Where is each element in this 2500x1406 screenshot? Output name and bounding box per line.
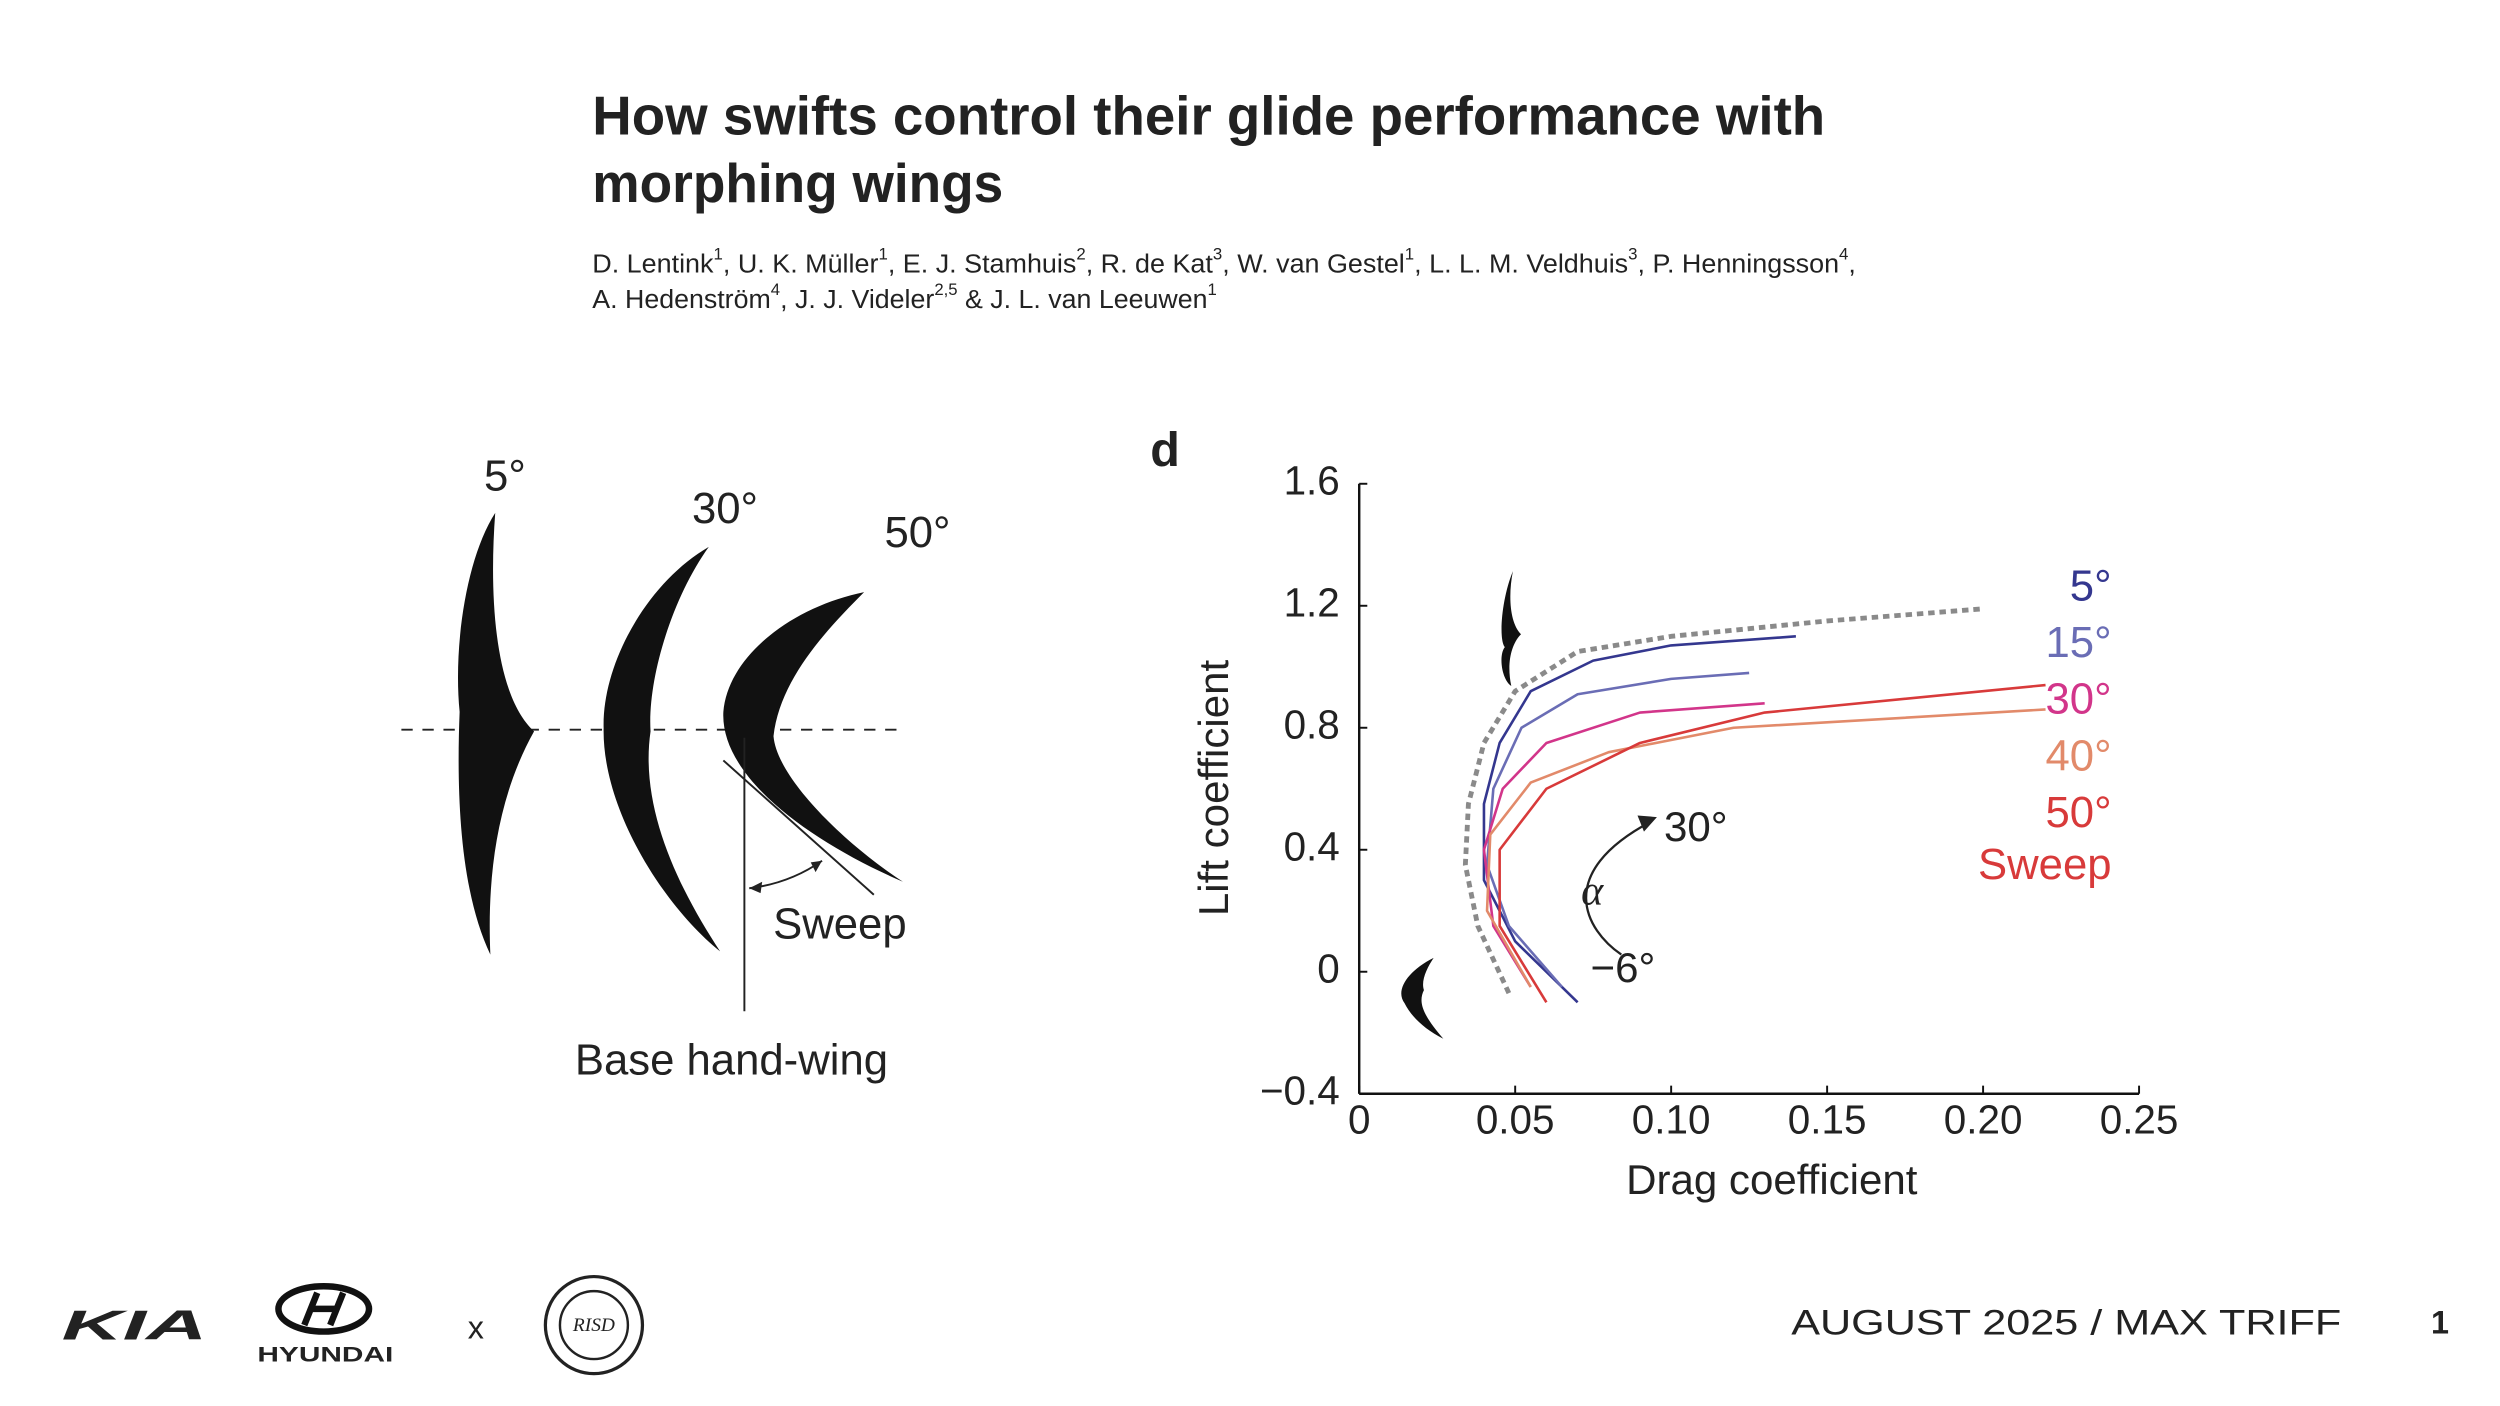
title: How swifts control their glide performan…	[592, 84, 1825, 146]
affiliation: 1	[1208, 281, 1217, 299]
separator: &	[958, 286, 991, 314]
y-tick-label: 0.8	[1284, 701, 1340, 747]
affiliation: 3	[1213, 246, 1222, 264]
separator: x	[468, 1310, 484, 1346]
affiliation: 1	[878, 246, 887, 264]
annotation: α	[1581, 868, 1604, 914]
separator: ,	[723, 250, 738, 278]
separator: ,	[888, 250, 903, 278]
x-tick-label: 0.25	[2100, 1097, 2179, 1143]
author-name: R. de Kat	[1101, 250, 1213, 278]
y-tick-label: 0	[1317, 945, 1340, 991]
author-name: J. L. van Leeuwen	[990, 286, 1207, 314]
swift-icon	[1401, 957, 1444, 1039]
y-tick-label: 0.4	[1284, 823, 1340, 869]
legend-entry: 5°	[2070, 561, 2112, 610]
risd-logo: RISD	[572, 1315, 615, 1336]
separator: ,	[1086, 250, 1101, 278]
separator: ,	[1848, 250, 1855, 278]
date-author: AUGUST 2025 / MAX TRIFF	[1791, 1303, 2341, 1343]
swift-icon	[1501, 571, 1522, 687]
affiliation: 1	[714, 246, 723, 264]
arrowhead	[1637, 815, 1657, 832]
risd-seal	[558, 1289, 630, 1361]
separator: ,	[1414, 250, 1429, 278]
author-name: U. K. Müller	[738, 250, 879, 278]
legend-entry: 30°	[2046, 675, 2112, 724]
y-tick-label: −0.4	[1260, 1067, 1340, 1113]
x-tick-label: 0.20	[1944, 1097, 2023, 1143]
sweep-angle: 30°	[692, 484, 758, 533]
wing	[723, 592, 903, 882]
kia-logo: KIA	[62, 1301, 208, 1348]
author-name: P. Henningsson	[1652, 250, 1839, 278]
author-name: W. van Gestel	[1237, 250, 1405, 278]
affiliation: 1	[1405, 246, 1414, 264]
separator: ,	[780, 286, 795, 314]
affiliation: 2,5	[934, 281, 957, 299]
hyundai-emblem	[275, 1283, 373, 1335]
base-label: Base hand-wing	[575, 1036, 888, 1085]
hyundai-logo: HYUNDAI	[257, 1343, 393, 1366]
wing	[457, 512, 535, 955]
y-tick-label: 1.2	[1284, 579, 1340, 625]
series-line	[1462, 606, 1984, 995]
x-axis-label: Drag coefficient	[1626, 1156, 1918, 1203]
title: morphing wings	[592, 152, 1003, 214]
x-tick-label: 0.05	[1476, 1097, 1555, 1143]
legend-entry: 40°	[2046, 731, 2112, 780]
hyundai-emblem	[301, 1291, 347, 1327]
y-tick-label: 1.6	[1284, 457, 1340, 503]
wing	[603, 546, 721, 952]
author-name: D. Lentink	[592, 250, 713, 278]
series-line	[1485, 671, 1750, 988]
series-line	[1482, 635, 1796, 1004]
author-name: E. J. Stamhuis	[903, 250, 1077, 278]
sweep-angle: 50°	[884, 508, 950, 557]
legend-entry: 50°	[2046, 788, 2112, 837]
author-name: A. Hedenström	[592, 286, 770, 314]
legend-entry: 15°	[2046, 618, 2112, 667]
panel-label: d	[1150, 423, 1180, 477]
risd-seal	[543, 1274, 645, 1376]
alpha-arrow	[1585, 820, 1651, 956]
affiliation: 2	[1076, 246, 1085, 264]
annotation: 30°	[1664, 803, 1728, 850]
author-name: L. L. M. Veldhuis	[1429, 250, 1628, 278]
legend-title: Sweep	[1978, 840, 2112, 889]
sweep-line	[722, 759, 875, 896]
x-tick-label: 0	[1348, 1097, 1371, 1143]
authors: D. Lentink 1, U. K. Müller 1, E. J. Stamhu…	[592, 246, 1856, 278]
separator: ,	[1638, 250, 1653, 278]
y-axis-label: Lift coefficient	[1190, 659, 1237, 916]
author-name: J. J. Videler	[795, 286, 935, 314]
separator: ,	[1222, 250, 1237, 278]
annotation: −6°	[1591, 944, 1656, 991]
affiliation: 4	[771, 281, 780, 299]
series-line	[1482, 702, 1765, 988]
wing-figure	[401, 512, 903, 1012]
series-line	[1485, 708, 2046, 988]
page-number: 1	[2431, 1305, 2449, 1341]
x-tick-label: 0.10	[1632, 1097, 1711, 1143]
affiliation: 3	[1628, 246, 1637, 264]
authors: A. Hedenström 4, J. J. Videler 2,5 & J. L.…	[592, 281, 1217, 313]
x-tick-label: 0.15	[1788, 1097, 1867, 1143]
series-line	[1498, 683, 2046, 1003]
sweep-label: Sweep	[773, 900, 907, 949]
plot: −0.400.40.81.21.60 0.05 0.10 0.15 0.20 0.255°…	[1260, 457, 2178, 1142]
affiliation: 4	[1839, 246, 1848, 264]
arrowhead	[749, 860, 823, 894]
sweep-angle: 5°	[484, 451, 526, 500]
